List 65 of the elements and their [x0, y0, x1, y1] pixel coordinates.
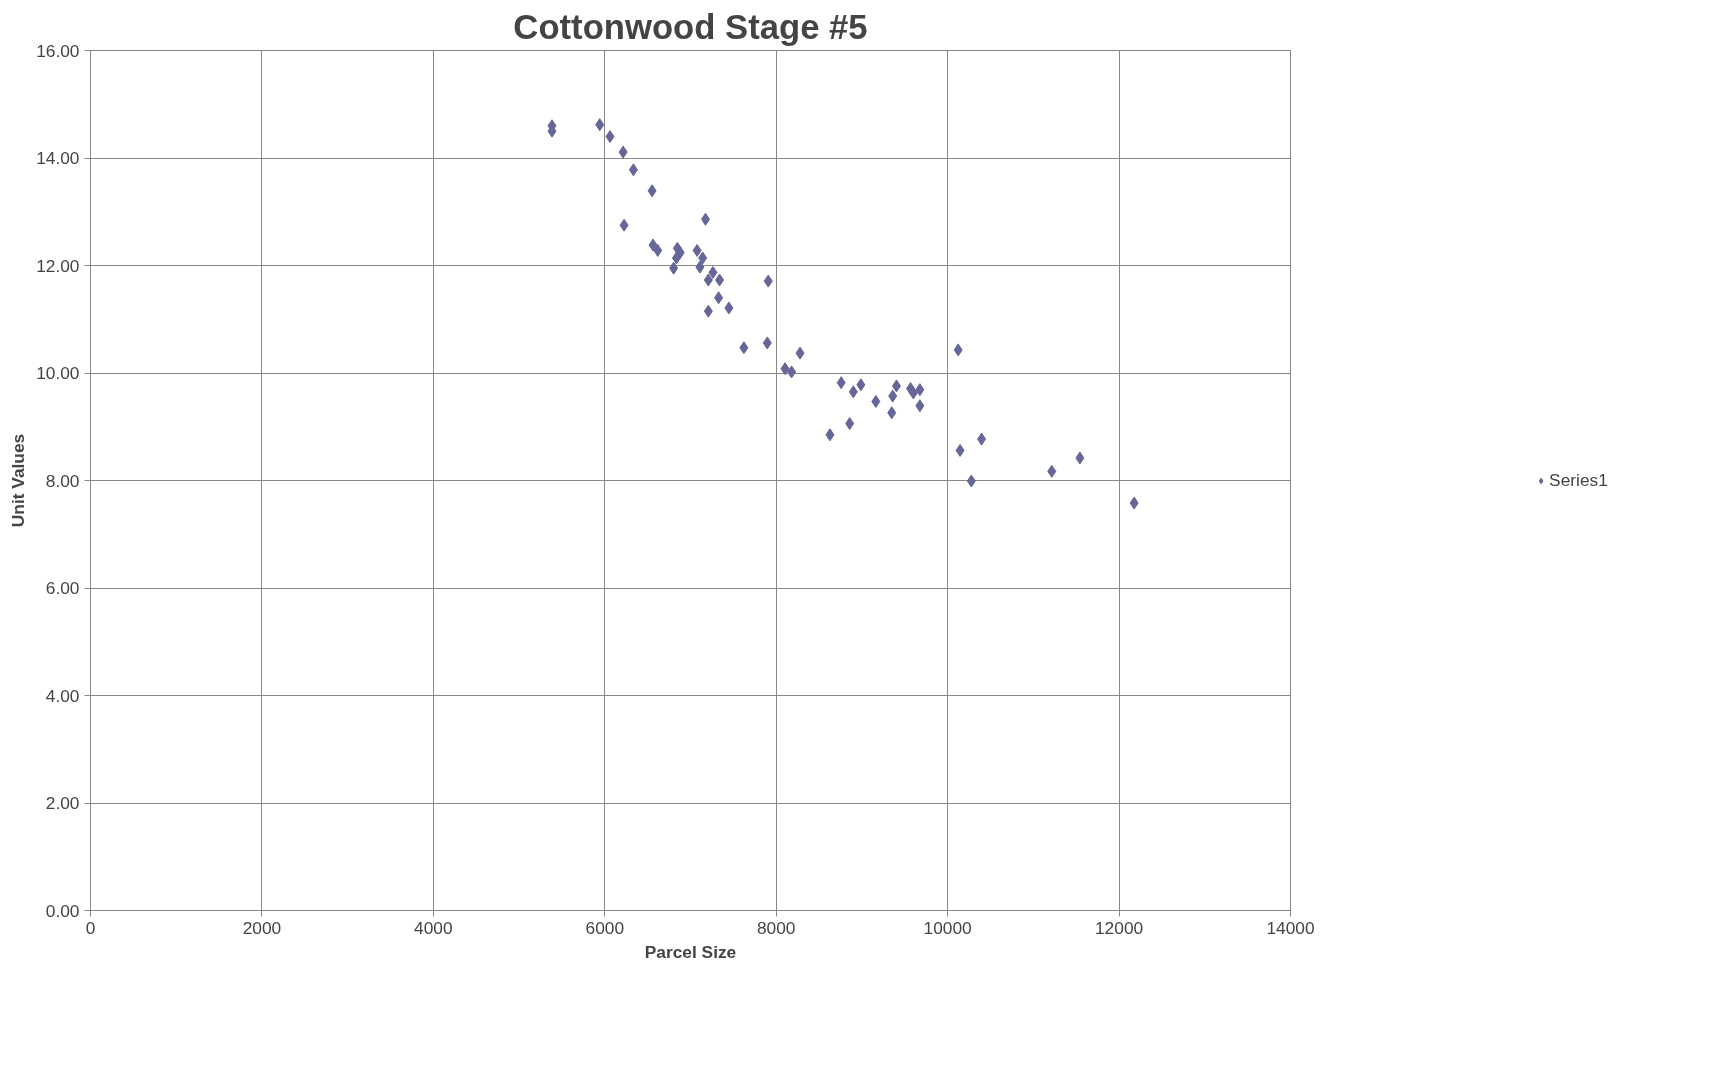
point	[1047, 464, 1057, 478]
x-tick-label: 12000	[1094, 917, 1144, 938]
y-axis-title: Unit Values	[8, 433, 29, 528]
point	[669, 261, 679, 275]
point	[955, 443, 965, 457]
point	[628, 163, 638, 177]
x-tick-label: 6000	[585, 917, 625, 938]
point	[915, 399, 925, 413]
point	[848, 385, 858, 399]
point	[653, 243, 663, 257]
point	[724, 301, 734, 315]
point	[787, 365, 797, 379]
point	[695, 260, 705, 274]
point	[915, 383, 925, 397]
x-tick-label: 10000	[923, 917, 972, 938]
point	[618, 145, 628, 159]
point	[825, 428, 835, 442]
point	[698, 251, 708, 265]
point	[619, 218, 629, 232]
y-tick-label: 4.00	[45, 685, 80, 706]
y-tick-label: 14.00	[36, 148, 80, 168]
point	[795, 346, 805, 360]
point	[692, 243, 702, 257]
point	[605, 130, 615, 143]
y-tick-label: 6.00	[45, 578, 80, 598]
y-tick-label: 0.00	[45, 900, 80, 921]
point	[763, 274, 773, 288]
point	[780, 362, 790, 376]
point	[648, 238, 658, 252]
x-tick-label: 0	[85, 917, 96, 938]
point	[762, 336, 772, 350]
point	[836, 376, 846, 390]
point	[703, 273, 713, 287]
point	[888, 389, 898, 403]
point	[703, 304, 713, 318]
point	[671, 251, 681, 265]
point	[715, 273, 725, 287]
point	[739, 341, 749, 355]
point	[1129, 496, 1139, 510]
point	[977, 432, 987, 446]
point	[871, 394, 881, 408]
legend-label: Series1	[1549, 469, 1608, 491]
point	[647, 184, 657, 198]
point	[714, 291, 724, 305]
y-tick-label: 12.00	[36, 255, 80, 276]
y-tick-label: 2.00	[45, 793, 80, 813]
point	[966, 474, 976, 488]
point	[891, 379, 901, 393]
point	[908, 386, 918, 400]
x-tick-label: 2000	[242, 917, 282, 938]
point	[856, 378, 866, 392]
x-tick-label: 4000	[414, 917, 453, 938]
point	[595, 118, 605, 132]
y-tick-label: 16.00	[36, 40, 80, 61]
point	[887, 406, 897, 420]
point	[708, 265, 718, 279]
point	[953, 343, 963, 357]
y-tick-label: 10.00	[36, 363, 80, 383]
x-axis-title: Parcel Size	[644, 941, 737, 962]
x-tick-label: 14000	[1266, 917, 1315, 938]
chart-title: Cottonwood Stage #5	[513, 7, 868, 46]
y-tick-label: 8.00	[45, 470, 80, 491]
point	[1075, 451, 1085, 465]
point	[845, 417, 855, 431]
x-tick-label: 8000	[756, 917, 796, 938]
